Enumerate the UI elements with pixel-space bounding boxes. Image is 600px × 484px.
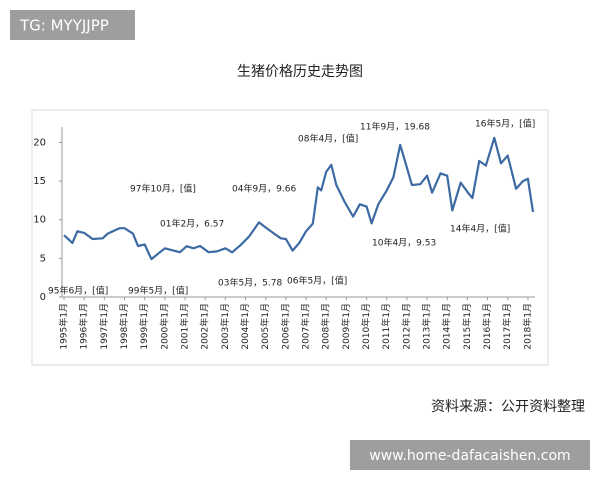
watermark-box <box>350 440 590 470</box>
x-tick-label: 2006年1月 <box>279 303 291 350</box>
annotation: 95年6月，[值] <box>48 285 108 297</box>
chart-frame <box>31 109 549 366</box>
x-tick-label: 1997年1月 <box>98 303 110 350</box>
x-tick-label: 2001年1月 <box>179 303 191 350</box>
annotation: 08年4月，[值] <box>298 133 358 145</box>
watermark: www.home-dafacaishen.com <box>369 448 570 464</box>
x-tick-label: 2016年1月 <box>481 303 493 350</box>
annotation: 01年2月，6.57 <box>160 218 224 230</box>
y-tick-label: 20 <box>33 137 46 148</box>
x-tick-label: 2002年1月 <box>199 303 211 350</box>
x-tick-label: 2015年1月 <box>461 303 473 350</box>
annotation: 97年10月，[值] <box>130 183 196 195</box>
x-tick-label: 2017年1月 <box>501 303 513 350</box>
annotation: 03年5月，5.78 <box>218 277 282 289</box>
y-tick-label: 0 <box>40 292 46 303</box>
x-tick-label: 2005年1月 <box>259 303 271 350</box>
x-tick-label: 2009年1月 <box>340 303 352 350</box>
x-tick-label: 1999年1月 <box>138 303 150 350</box>
x-tick-label: 2018年1月 <box>521 303 533 350</box>
annotation: 11年9月，19.68 <box>360 121 430 133</box>
x-tick-label: 2011年1月 <box>380 303 392 350</box>
x-tick-label: 2003年1月 <box>219 303 231 350</box>
watermark-box <box>10 10 135 40</box>
x-tick-label: 2010年1月 <box>360 303 372 350</box>
x-tick-label: 1995年1月 <box>58 303 70 350</box>
chart-title: 生猪价格历史走势图 <box>237 64 363 80</box>
x-tick-label: 2014年1月 <box>441 303 453 350</box>
annotation: 06年5月，[值] <box>287 275 347 287</box>
watermark: TG: MYYJJPP <box>19 17 109 35</box>
annotation: 16年5月，[值] <box>475 118 535 130</box>
x-tick-label: 2008年1月 <box>320 303 332 350</box>
x-tick-label: 1998年1月 <box>118 303 130 350</box>
y-tick-label: 10 <box>33 215 46 226</box>
annotation: 14年4月，[值] <box>450 223 510 235</box>
x-tick-label: 2000年1月 <box>158 303 170 350</box>
annotation: 04年9月，9.66 <box>232 183 296 195</box>
annotation: 99年5月，[值] <box>128 285 188 297</box>
y-tick-label: 5 <box>40 253 46 264</box>
annotation: 10年4月，9.53 <box>372 237 436 249</box>
x-tick-label: 2012年1月 <box>400 303 412 350</box>
x-tick-label: 1996年1月 <box>78 303 90 350</box>
price-line <box>63 136 535 261</box>
x-tick-label: 2004年1月 <box>239 303 251 350</box>
x-tick-label: 2007年1月 <box>300 303 312 350</box>
x-tick-label: 2013年1月 <box>421 303 433 350</box>
y-tick-label: 15 <box>33 176 46 187</box>
source: 资料来源：公开资料整理 <box>431 399 585 415</box>
